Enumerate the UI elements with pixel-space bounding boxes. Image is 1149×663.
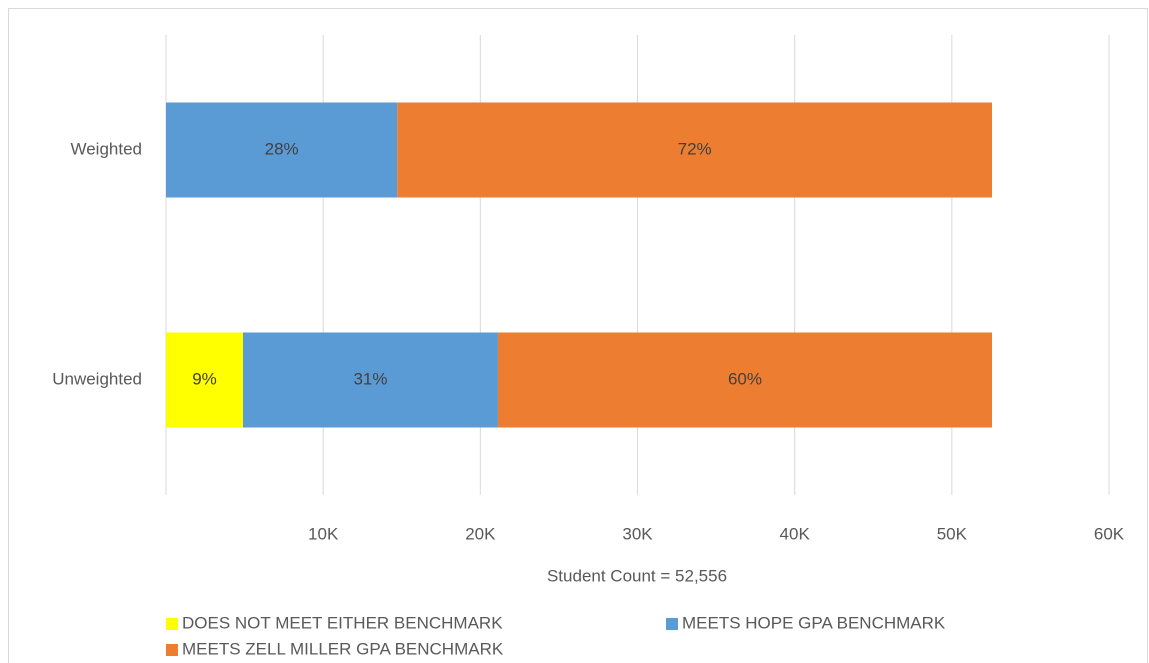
legend-label: DOES NOT MEET EITHER BENCHMARK bbox=[182, 613, 503, 632]
legend-swatch bbox=[666, 618, 678, 630]
bar-segment bbox=[243, 332, 498, 428]
data-label: 72% bbox=[678, 139, 712, 158]
bar-segment bbox=[397, 102, 993, 198]
data-label: 60% bbox=[728, 369, 762, 388]
bar-segment bbox=[166, 102, 398, 198]
bar-segment bbox=[497, 332, 993, 428]
data-label: 31% bbox=[353, 369, 387, 388]
x-tick-label: 30K bbox=[622, 524, 653, 543]
bar-segment bbox=[166, 332, 244, 428]
y-tick-label: Unweighted bbox=[52, 369, 142, 388]
y-tick-label: Weighted bbox=[70, 139, 142, 158]
x-tick-label: 10K bbox=[308, 524, 339, 543]
x-tick-label: 60K bbox=[1094, 524, 1125, 543]
legend-swatch bbox=[166, 618, 178, 630]
x-tick-label: 50K bbox=[937, 524, 968, 543]
legend-swatch bbox=[166, 644, 178, 656]
legend-label: MEETS ZELL MILLER GPA BENCHMARK bbox=[182, 639, 504, 658]
data-label: 28% bbox=[265, 139, 299, 158]
x-tick-label: 20K bbox=[465, 524, 496, 543]
x-axis-label: Student Count = 52,556 bbox=[547, 566, 727, 585]
data-label: 9% bbox=[192, 369, 217, 388]
x-tick-label: 40K bbox=[780, 524, 811, 543]
legend-label: MEETS HOPE GPA BENCHMARK bbox=[682, 613, 946, 632]
